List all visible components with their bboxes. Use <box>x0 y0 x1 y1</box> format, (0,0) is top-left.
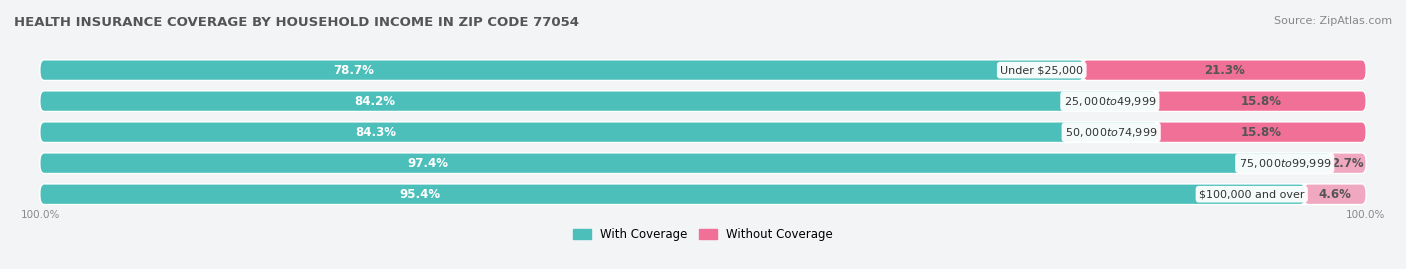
FancyBboxPatch shape <box>1156 123 1365 142</box>
FancyBboxPatch shape <box>41 154 1365 173</box>
Text: 95.4%: 95.4% <box>399 188 440 201</box>
FancyBboxPatch shape <box>1330 154 1365 173</box>
Text: 15.8%: 15.8% <box>1240 95 1281 108</box>
Text: HEALTH INSURANCE COVERAGE BY HOUSEHOLD INCOME IN ZIP CODE 77054: HEALTH INSURANCE COVERAGE BY HOUSEHOLD I… <box>14 16 579 29</box>
Text: $25,000 to $49,999: $25,000 to $49,999 <box>1063 95 1156 108</box>
FancyBboxPatch shape <box>41 154 1331 173</box>
Text: 15.8%: 15.8% <box>1240 126 1281 139</box>
Text: $50,000 to $74,999: $50,000 to $74,999 <box>1064 126 1157 139</box>
Text: 84.3%: 84.3% <box>356 126 396 139</box>
FancyBboxPatch shape <box>1083 61 1365 80</box>
Text: $75,000 to $99,999: $75,000 to $99,999 <box>1239 157 1331 170</box>
FancyBboxPatch shape <box>41 61 1365 80</box>
Text: $100,000 and over: $100,000 and over <box>1199 189 1305 199</box>
FancyBboxPatch shape <box>41 123 1365 142</box>
Text: 100.0%: 100.0% <box>21 210 60 220</box>
Text: Under $25,000: Under $25,000 <box>1000 65 1083 75</box>
Text: 100.0%: 100.0% <box>1346 210 1385 220</box>
Text: 78.7%: 78.7% <box>333 64 374 77</box>
FancyBboxPatch shape <box>41 91 1156 111</box>
Text: 4.6%: 4.6% <box>1319 188 1351 201</box>
FancyBboxPatch shape <box>41 91 1365 111</box>
Text: 21.3%: 21.3% <box>1204 64 1244 77</box>
FancyBboxPatch shape <box>41 61 1083 80</box>
FancyBboxPatch shape <box>41 123 1157 142</box>
FancyBboxPatch shape <box>41 185 1305 204</box>
Text: 2.7%: 2.7% <box>1331 157 1364 170</box>
Text: 97.4%: 97.4% <box>408 157 449 170</box>
FancyBboxPatch shape <box>41 185 1365 204</box>
FancyBboxPatch shape <box>1305 185 1365 204</box>
FancyBboxPatch shape <box>1156 91 1365 111</box>
Text: 84.2%: 84.2% <box>354 95 395 108</box>
Text: Source: ZipAtlas.com: Source: ZipAtlas.com <box>1274 16 1392 26</box>
Legend: With Coverage, Without Coverage: With Coverage, Without Coverage <box>568 223 838 246</box>
